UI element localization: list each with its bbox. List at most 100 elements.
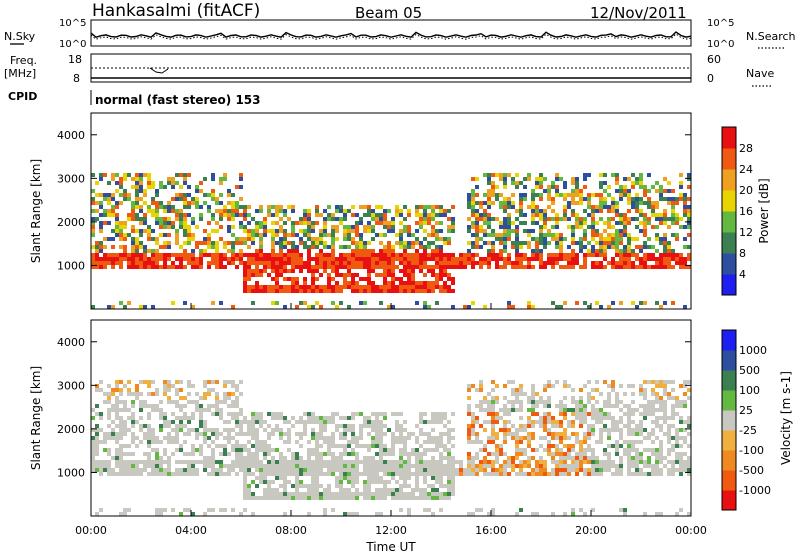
heatmap-cell <box>587 193 591 197</box>
heatmap-cell <box>435 460 439 464</box>
heatmap-cell <box>347 261 351 265</box>
heatmap-cell <box>219 408 223 412</box>
heatmap-cell <box>519 205 523 209</box>
heatmap-cell <box>671 396 675 400</box>
heatmap-cell <box>291 281 295 285</box>
heatmap-cell <box>311 416 315 420</box>
heatmap-cell <box>539 420 543 424</box>
heatmap-cell <box>271 472 275 476</box>
heatmap-cell <box>527 400 531 404</box>
heatmap-cell <box>391 436 395 440</box>
heatmap-cell <box>571 420 575 424</box>
heatmap-cell <box>523 241 527 245</box>
heatmap-cell <box>287 464 291 468</box>
heatmap-cell <box>207 233 211 237</box>
heatmap-cell <box>191 265 195 269</box>
heatmap-cell <box>171 440 175 444</box>
heatmap-cell <box>375 432 379 436</box>
heatmap-cell <box>547 205 551 209</box>
heatmap-cell <box>307 484 311 488</box>
heatmap-cell <box>259 237 263 241</box>
heatmap-cell <box>223 257 227 261</box>
heatmap-cell <box>543 245 547 249</box>
heatmap-cell <box>115 181 119 185</box>
heatmap-cell <box>651 412 655 416</box>
heatmap-cell <box>431 428 435 432</box>
heatmap-cell <box>155 241 159 245</box>
heatmap-cell <box>327 245 331 249</box>
heatmap-cell <box>619 241 623 245</box>
heatmap-cell <box>119 233 123 237</box>
heatmap-cell <box>683 464 687 468</box>
heatmap-cell <box>387 460 391 464</box>
heatmap-cell <box>631 185 635 189</box>
heatmap-cell <box>587 396 591 400</box>
heatmap-cell <box>483 468 487 472</box>
heatmap-cell <box>495 456 499 460</box>
heatmap-cell <box>519 213 523 217</box>
heatmap-cell <box>399 424 403 428</box>
heatmap-cell <box>671 404 675 408</box>
heatmap-cell <box>639 468 643 472</box>
heatmap-cell <box>243 472 247 476</box>
heatmap-cell <box>631 217 635 221</box>
heatmap-cell <box>435 464 439 468</box>
heatmap-cell <box>379 261 383 265</box>
heatmap-cell <box>607 221 611 225</box>
heatmap-cell <box>571 460 575 464</box>
heatmap-cell <box>283 233 287 237</box>
heatmap-cell <box>183 416 187 420</box>
heatmap-cell <box>215 257 219 261</box>
heatmap-cell <box>263 285 267 289</box>
heatmap-cell <box>271 245 275 249</box>
heatmap-cell <box>375 492 379 496</box>
heatmap-cell <box>643 213 647 217</box>
heatmap-cell <box>347 496 351 500</box>
heatmap-cell <box>291 205 295 209</box>
heatmap-cell <box>451 229 455 233</box>
heatmap-cell <box>91 436 95 440</box>
heatmap-cell <box>679 253 683 257</box>
heatmap-cell <box>651 185 655 189</box>
heatmap-cell <box>491 416 495 420</box>
heatmap-cell <box>151 197 155 201</box>
heatmap-cell <box>147 464 151 468</box>
heatmap-cell <box>215 428 219 432</box>
heatmap-cell <box>347 237 351 241</box>
heatmap-cell <box>491 249 495 253</box>
heatmap-cell <box>95 460 99 464</box>
heatmap-cell <box>227 468 231 472</box>
heatmap-cell <box>351 257 355 261</box>
heatmap-cell <box>515 400 519 404</box>
heatmap-cell <box>627 464 631 468</box>
heatmap-cell <box>579 440 583 444</box>
heatmap-cell <box>599 209 603 213</box>
heatmap-cell <box>431 225 435 229</box>
heatmap-cell <box>579 400 583 404</box>
heatmap-cell <box>415 241 419 245</box>
heatmap-cell <box>535 448 539 452</box>
heatmap-cell <box>491 468 495 472</box>
heatmap-cell <box>367 468 371 472</box>
heatmap-cell <box>355 412 359 416</box>
heatmap-cell <box>679 404 683 408</box>
heatmap-cell <box>147 257 151 261</box>
heatmap-cell <box>255 496 259 500</box>
heatmap-cell <box>275 281 279 285</box>
heatmap-cell <box>639 229 643 233</box>
heatmap-cell <box>195 201 199 205</box>
heatmap-cell <box>191 305 195 309</box>
heatmap-cell <box>299 217 303 221</box>
heatmap-cell <box>459 261 463 265</box>
heatmap-cell <box>651 205 655 209</box>
heatmap-cell <box>631 444 635 448</box>
heatmap-cell <box>639 404 643 408</box>
heatmap-cell <box>175 197 179 201</box>
heatmap-cell <box>335 464 339 468</box>
heatmap-cell <box>387 241 391 245</box>
heatmap-cell <box>115 408 119 412</box>
heatmap-cell <box>151 392 155 396</box>
heatmap-cell <box>127 257 131 261</box>
